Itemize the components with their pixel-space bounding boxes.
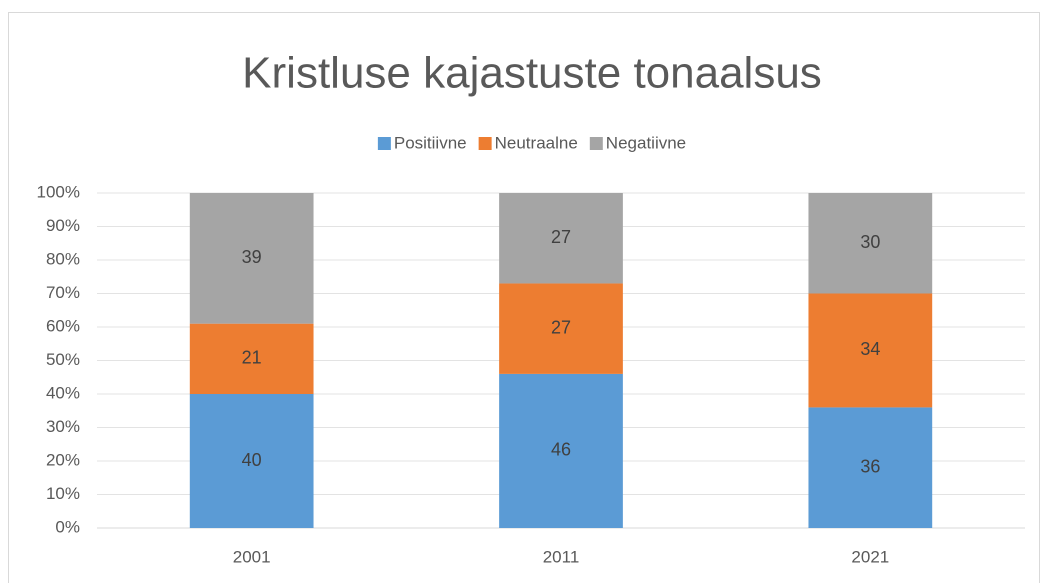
y-tick-label: 10% <box>46 484 80 503</box>
y-tick-label: 80% <box>46 249 80 268</box>
y-tick-label: 40% <box>46 383 80 402</box>
y-tick-label: 20% <box>46 450 80 469</box>
bar-segment <box>499 373 623 528</box>
bar-segment <box>808 193 933 294</box>
data-label: 27 <box>551 227 571 247</box>
data-label: 30 <box>860 232 880 252</box>
x-tick-label: 2021 <box>851 547 889 566</box>
legend-swatch <box>377 137 391 150</box>
y-tick-label: 0% <box>55 517 80 536</box>
bar-segment <box>499 193 623 284</box>
bar-segment <box>189 394 314 528</box>
legend-label: Neutraalne <box>495 133 578 152</box>
y-tick-label: 90% <box>46 216 80 235</box>
x-tick-label: 2001 <box>233 547 271 566</box>
data-label: 40 <box>242 450 262 470</box>
y-tick-label: 60% <box>46 316 80 335</box>
y-tick-label: 50% <box>46 350 80 369</box>
y-tick-label: 70% <box>46 283 80 302</box>
chart-title: Kristluse kajastuste tonaalsus <box>242 49 822 98</box>
x-tick-label: 2011 <box>543 547 580 566</box>
data-label: 36 <box>860 456 880 476</box>
bar-segment <box>808 407 933 528</box>
data-label: 21 <box>242 348 262 368</box>
bar-segment <box>189 323 314 394</box>
bar-segment <box>189 193 314 324</box>
data-label: 34 <box>860 339 880 359</box>
legend-label: Negatiivne <box>606 133 686 152</box>
y-tick-label: 30% <box>46 417 80 436</box>
data-label: 39 <box>242 247 262 267</box>
data-label: 27 <box>551 317 571 337</box>
legend-swatch <box>589 137 603 150</box>
bar-segment <box>808 293 933 408</box>
legend-swatch <box>478 137 492 150</box>
legend-label: Positiivne <box>394 133 467 152</box>
y-tick-label: 100% <box>37 182 80 201</box>
data-label: 46 <box>551 440 571 460</box>
bar-segment <box>499 283 623 374</box>
